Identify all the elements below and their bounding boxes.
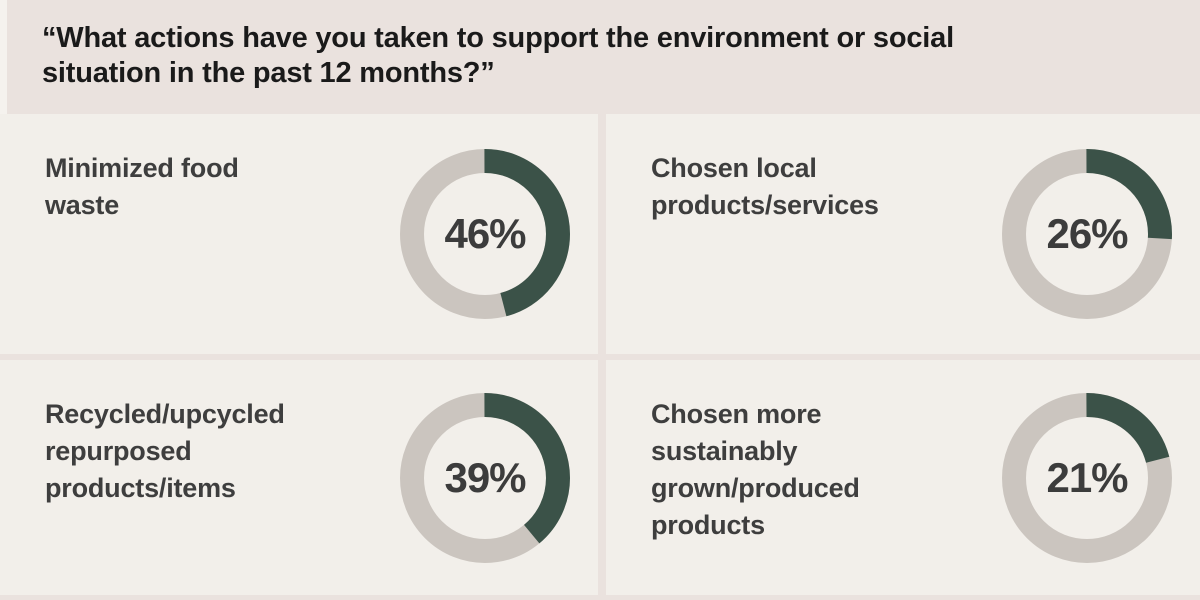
- stat-panel-recycled-upcycled: Recycled/upcycled repurposed products/it…: [0, 360, 598, 595]
- stat-grid: Minimized food waste 46% Chosen local pr…: [0, 114, 1200, 600]
- donut-chart: 39%: [400, 392, 570, 563]
- donut-chart: 21%: [1002, 392, 1172, 563]
- donut-svg: [400, 392, 570, 563]
- donut-percent-label: 26%: [1046, 210, 1128, 257]
- donut-value-arc: [400, 392, 570, 563]
- donut-value-arc: [1002, 149, 1172, 319]
- donut-percent-label: 39%: [444, 453, 526, 501]
- donut-value-arc: [1002, 392, 1172, 563]
- donut-percent-label: 21%: [1046, 453, 1128, 501]
- donut-svg: [1002, 149, 1172, 319]
- donut-chart: 26%: [1002, 149, 1172, 319]
- donut-svg: [400, 149, 570, 319]
- donut-value-arc: [400, 149, 570, 319]
- stat-label: Recycled/upcycled repurposed products/it…: [45, 399, 285, 503]
- question-text: “What actions have you taken to support …: [42, 22, 954, 89]
- stat-panel-minimized-food-waste: Minimized food waste 46%: [0, 114, 598, 354]
- donut-chart: 46%: [400, 149, 570, 319]
- stat-panel-chosen-local-products: Chosen local products/services 26%: [606, 114, 1200, 354]
- stat-label: Minimized food waste: [45, 153, 239, 220]
- donut-percent-label: 46%: [444, 210, 526, 257]
- question-header: “What actions have you taken to support …: [0, 0, 1200, 114]
- stat-label: Chosen more sustainably grown/produced p…: [651, 399, 860, 540]
- left-edge-strip: [0, 0, 7, 114]
- stat-panel-sustainably-grown: Chosen more sustainably grown/produced p…: [606, 360, 1200, 595]
- stat-label: Chosen local products/services: [651, 153, 879, 220]
- donut-svg: [1002, 392, 1172, 563]
